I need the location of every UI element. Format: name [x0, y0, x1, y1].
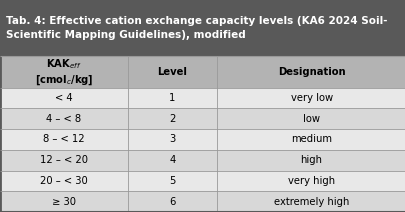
Text: 6: 6 — [169, 197, 175, 207]
Bar — [0, 88, 405, 108]
Text: extremely high: extremely high — [273, 197, 348, 207]
Text: < 4: < 4 — [55, 93, 72, 103]
Bar — [0, 0, 405, 56]
Text: Designation: Designation — [277, 67, 345, 77]
Text: medium: medium — [290, 134, 331, 144]
Text: very low: very low — [290, 93, 332, 103]
Text: 4: 4 — [169, 155, 175, 165]
Bar — [0, 129, 405, 150]
Bar — [0, 191, 405, 212]
Text: 8 – < 12: 8 – < 12 — [43, 134, 85, 144]
Bar — [0, 108, 405, 129]
Bar — [0, 56, 405, 88]
Text: Tab. 4: Effective cation exchange capacity levels (KA6 2024 Soil-
Scientific Map: Tab. 4: Effective cation exchange capaci… — [6, 16, 387, 40]
Text: 3: 3 — [169, 134, 175, 144]
Text: high: high — [300, 155, 322, 165]
Text: KAK$_{eff}$
[cmol$_c$/kg]: KAK$_{eff}$ [cmol$_c$/kg] — [34, 57, 93, 87]
Text: 4 – < 8: 4 – < 8 — [46, 114, 81, 124]
Text: 12 – < 20: 12 – < 20 — [40, 155, 88, 165]
Bar — [0, 150, 405, 170]
Text: Level: Level — [157, 67, 187, 77]
Text: low: low — [303, 114, 319, 124]
Text: ≥ 30: ≥ 30 — [52, 197, 76, 207]
Text: 2: 2 — [169, 114, 175, 124]
Text: 1: 1 — [169, 93, 175, 103]
Bar — [0, 170, 405, 191]
Text: very high: very high — [287, 176, 335, 186]
Text: 20 – < 30: 20 – < 30 — [40, 176, 87, 186]
Text: 5: 5 — [169, 176, 175, 186]
